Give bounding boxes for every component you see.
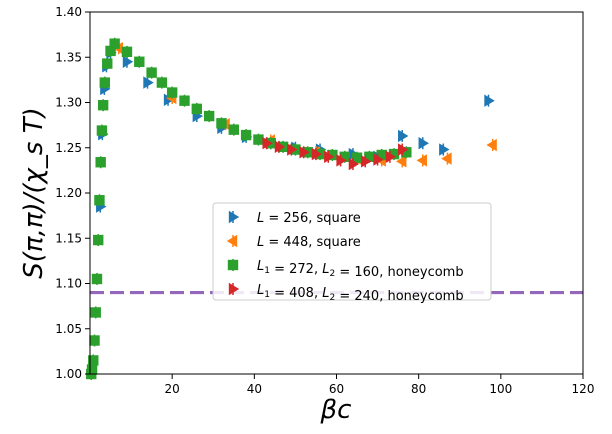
data-point xyxy=(287,143,298,156)
data-point xyxy=(299,146,310,159)
legend-entry: L = 256, square xyxy=(228,210,361,226)
data-point xyxy=(439,143,450,156)
data-point xyxy=(486,138,497,152)
legend: L = 256, square L = 448, square L1 = 272, … xyxy=(212,202,492,304)
data-point xyxy=(418,137,429,150)
data-point xyxy=(274,140,286,154)
data-point xyxy=(385,150,397,163)
y-tick-label: 1.10 xyxy=(55,277,82,291)
series-4 xyxy=(262,137,409,171)
y-tick-label: 1.40 xyxy=(55,5,82,19)
y-tick-label: 1.30 xyxy=(55,96,82,110)
data-point xyxy=(348,157,360,171)
data-point xyxy=(336,154,347,167)
y-tick-label: 1.00 xyxy=(55,367,82,381)
series-layer xyxy=(86,37,497,380)
y-tick-label: 1.25 xyxy=(55,141,82,155)
y-axis-label-group: S(π,π)/(χ_s T) xyxy=(19,107,49,279)
x-tick-label: 120 xyxy=(572,382,595,396)
legend-marker xyxy=(228,210,240,224)
data-point xyxy=(416,154,427,167)
legend-label: L1 = 272, L2 = 160, honeycomb xyxy=(257,259,464,280)
data-point xyxy=(324,150,335,163)
y-tick-label: 1.35 xyxy=(55,50,82,64)
legend-label: L1 = 408, L2 = 240, honeycomb xyxy=(257,283,464,304)
legend-frame xyxy=(212,202,492,301)
data-point xyxy=(373,153,384,166)
x-tick-label: 40 xyxy=(247,382,262,396)
x-tick-label: 80 xyxy=(411,382,426,396)
legend-label: L = 448, square xyxy=(257,235,361,250)
data-point xyxy=(122,55,134,68)
data-point xyxy=(262,137,273,150)
x-tick-label: 20 xyxy=(165,382,180,396)
data-point xyxy=(484,94,495,107)
data-point xyxy=(398,129,409,143)
y-axis-label: S(π,π)/(χ_s T) xyxy=(19,107,49,279)
x-axis-ticks: 20 40 60 80 100 120 xyxy=(165,374,595,396)
x-tick-label: 60 xyxy=(329,382,344,396)
y-tick-label: 1.15 xyxy=(55,231,82,245)
legend-label: L = 256, square xyxy=(257,211,361,226)
legend-entry: L = 448, square xyxy=(226,234,361,250)
x-axis-label: βc xyxy=(320,395,352,425)
legend-marker xyxy=(228,282,240,296)
legend-entry: L1 = 408, L2 = 240, honeycomb xyxy=(228,282,464,304)
y-tick-label: 1.05 xyxy=(55,322,82,336)
data-point xyxy=(398,143,409,156)
data-point xyxy=(396,155,407,168)
legend-entry: L1 = 272, L2 = 160, honeycomb xyxy=(227,259,464,280)
data-point xyxy=(143,76,154,89)
data-point xyxy=(441,152,452,165)
x-tick-label: 100 xyxy=(489,382,512,396)
y-axis-ticks: 1.00 1.05 1.10 1.15 1.20 1.25 1.30 1.35 1.40 xyxy=(55,5,90,381)
plot-background xyxy=(90,12,583,374)
data-point xyxy=(361,155,372,168)
data-point xyxy=(311,147,323,161)
legend-marker xyxy=(226,234,238,248)
y-tick-label: 1.20 xyxy=(55,186,82,200)
